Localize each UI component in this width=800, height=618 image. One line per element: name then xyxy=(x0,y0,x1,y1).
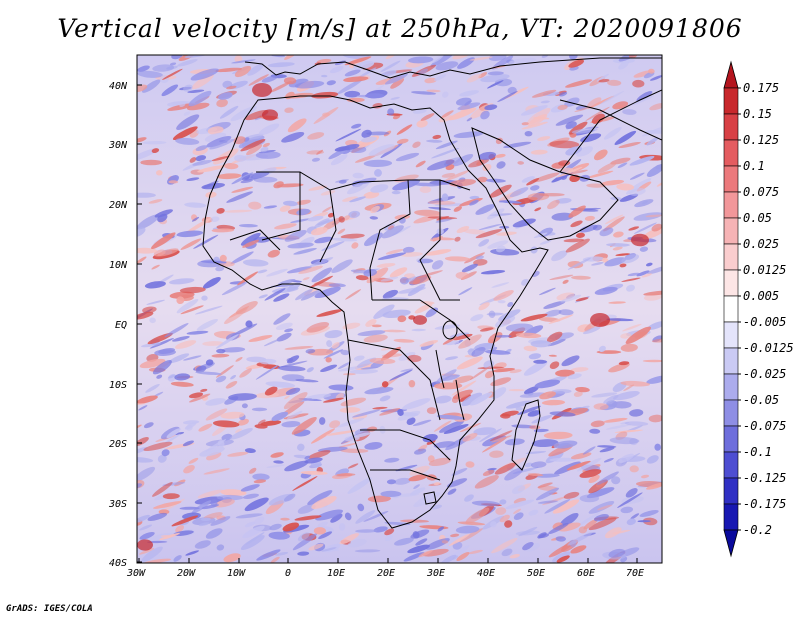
lon-tick-10e: 10E xyxy=(327,558,345,579)
colorbar-level-label: -0.025 xyxy=(743,367,786,381)
lon-tick-20e: 20E xyxy=(377,558,395,579)
colorbar-swatch xyxy=(723,113,739,141)
colorbar-level-label: 0.075 xyxy=(743,185,779,199)
colorbar-level-label: -0.125 xyxy=(743,471,786,485)
lon-label-70e: 70E xyxy=(626,568,644,579)
lon-label-10e: 10E xyxy=(327,568,345,579)
lon-label-30w: 30W xyxy=(126,568,146,579)
colorbar-swatch xyxy=(723,191,739,219)
latitude-axis: 40N 30N 20N 10N EQ 10S 20S 30S 40S xyxy=(108,81,142,569)
colorbar-arrow-bottom xyxy=(723,529,739,558)
colorbar-swatch xyxy=(723,451,739,479)
colorbar-legend: 0.175 0.15 0.125 0.1 0.075 0.05 0.025 0.0125 0.0… xyxy=(723,60,794,558)
colorbar-swatch xyxy=(723,321,739,349)
lon-tick-60e: 60E xyxy=(577,558,595,579)
colorbar-level-label: -0.2 xyxy=(743,523,772,537)
colorbar-level-label: 0.175 xyxy=(743,81,779,95)
lat-label-20s: 20S xyxy=(109,439,127,450)
lat-tick-20s: 20S xyxy=(109,439,142,450)
colorbar-level-label: 0.0125 xyxy=(743,263,786,277)
colorbar-swatch xyxy=(723,477,739,505)
colorbar-level-label: -0.075 xyxy=(743,419,786,433)
colorbar-swatch xyxy=(723,373,739,401)
lat-tick-10s: 10S xyxy=(109,380,142,391)
lon-tick-30e: 30E xyxy=(426,558,445,579)
lat-tick-30n: 30N xyxy=(108,140,142,151)
colorbar-swatch xyxy=(723,139,739,167)
grads-credit: GrADS: IGES/COLA xyxy=(6,604,93,614)
colorbar-level-label: 0.025 xyxy=(743,237,779,251)
colorbar-swatch xyxy=(723,503,739,531)
colorbar-swatch xyxy=(723,87,739,115)
lat-label-20n: 20N xyxy=(109,200,128,211)
map-plot-area xyxy=(136,54,663,564)
colorbar-level-label: -0.1 xyxy=(743,445,772,459)
lon-label-0: 0 xyxy=(285,568,291,579)
colorbar-level-label: -0.0125 xyxy=(743,341,794,355)
lat-label-30s: 30S xyxy=(108,499,127,510)
lon-tick-30w: 30W xyxy=(126,558,146,579)
colorbar-swatch xyxy=(723,269,739,297)
chart-title: Vertical velocity [m/s] at 250hPa, VT: 2… xyxy=(57,14,743,43)
lat-tick-40n: 40N xyxy=(109,81,142,92)
lat-label-10s: 10S xyxy=(109,380,127,391)
lat-tick-20n: 20N xyxy=(109,200,142,211)
lat-tick-10n: 10N xyxy=(109,260,142,271)
lon-tick-10w: 10W xyxy=(227,558,246,579)
colorbar-swatch xyxy=(723,295,739,323)
lat-label-40s: 40S xyxy=(109,558,127,569)
colorbar-swatch xyxy=(723,399,739,427)
colorbar-swatch xyxy=(723,425,739,453)
lon-label-50e: 50E xyxy=(527,568,545,579)
lon-label-20w: 20W xyxy=(177,568,196,579)
lon-label-60e: 60E xyxy=(577,568,595,579)
lon-label-30e: 30E xyxy=(426,568,445,579)
lat-label-eq: EQ xyxy=(115,320,127,331)
colorbar-swatch xyxy=(723,165,739,193)
colorbar-swatch xyxy=(723,243,739,271)
longitude-axis: 30W 20W 10W 0 10E 20E 30E 40E 50E 60E 70… xyxy=(126,558,644,579)
lat-label-10n: 10N xyxy=(109,260,128,271)
colorbar-level-label: 0.005 xyxy=(743,289,779,303)
lat-label-30n: 30N xyxy=(108,140,128,151)
colorbar-level-label: 0.15 xyxy=(743,107,772,121)
colorbar-swatch xyxy=(723,347,739,375)
lon-tick-40e: 40E xyxy=(477,558,495,579)
lon-tick-70e: 70E xyxy=(626,558,644,579)
lon-label-10w: 10W xyxy=(227,568,246,579)
colorbar-level-label: -0.175 xyxy=(743,497,786,511)
colorbar-arrow-top xyxy=(723,60,739,89)
lon-tick-50e: 50E xyxy=(527,558,545,579)
colorbar-level-label: 0.125 xyxy=(743,133,779,147)
lat-tick-eq: EQ xyxy=(115,320,142,331)
lon-tick-20w: 20W xyxy=(177,558,196,579)
coastlines-and-borders xyxy=(202,57,662,529)
colorbar-swatch xyxy=(723,217,739,245)
colorbar-level-label: 0.1 xyxy=(743,159,765,173)
lat-tick-30s: 30S xyxy=(108,499,142,510)
colorbar-level-label: 0.05 xyxy=(743,211,772,225)
lon-label-20e: 20E xyxy=(377,568,395,579)
colorbar-level-label: -0.005 xyxy=(743,315,786,329)
lat-label-40n: 40N xyxy=(109,81,128,92)
lon-tick-0: 0 xyxy=(285,558,291,579)
lon-label-40e: 40E xyxy=(477,568,495,579)
velocity-field xyxy=(137,55,662,563)
colorbar-level-label: -0.05 xyxy=(743,393,779,407)
